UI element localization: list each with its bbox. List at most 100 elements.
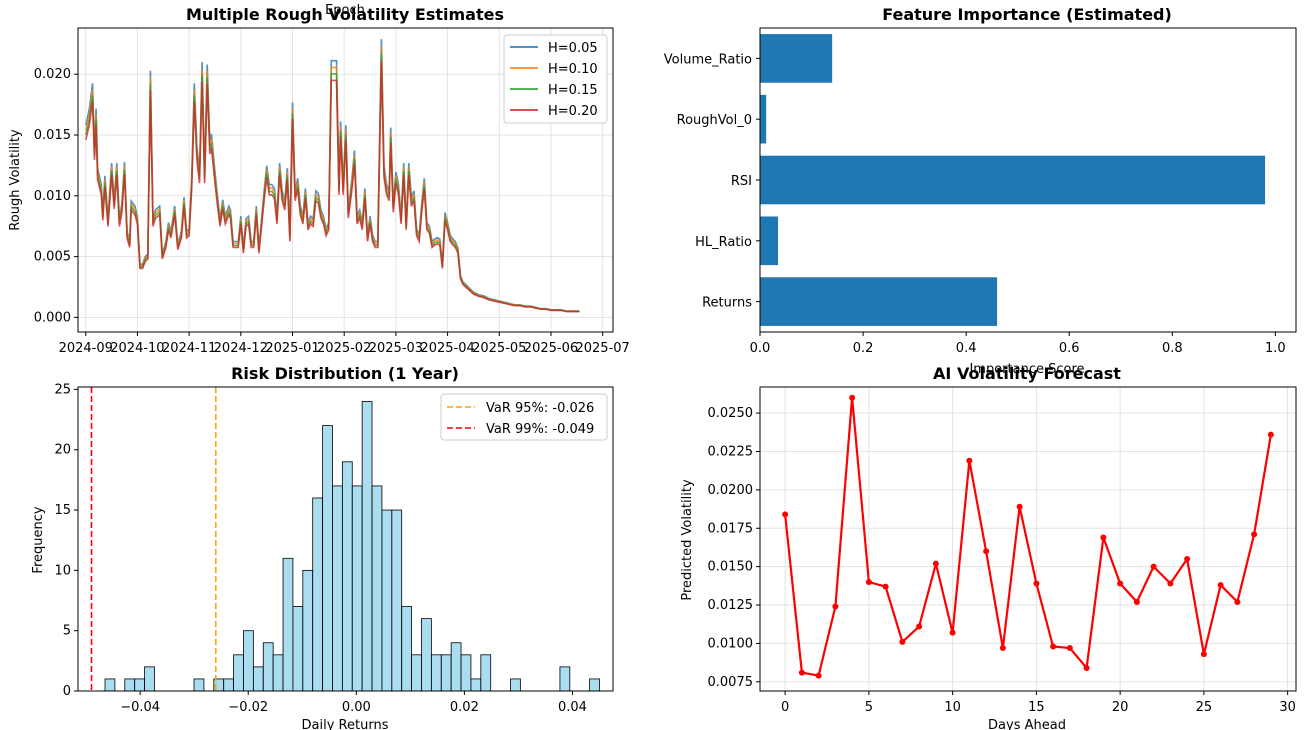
y-tick-label: 0.0200 bbox=[708, 483, 754, 498]
histogram-bar bbox=[243, 630, 254, 692]
forecast-point bbox=[832, 603, 839, 610]
forecast-point bbox=[999, 645, 1006, 652]
x-tick-label: 2025-02 bbox=[317, 341, 371, 356]
histogram-bar bbox=[371, 485, 383, 692]
rough-volatility-legend: H=0.05 H=0.10 H=0.15 H=0.20 bbox=[503, 34, 608, 124]
histogram-bar bbox=[440, 654, 452, 692]
histogram-bar bbox=[252, 666, 264, 692]
y-tick-label: 25 bbox=[54, 382, 71, 397]
volatility-forecast-ylabel: Predicted Volatility bbox=[680, 479, 695, 601]
y-tick-label: 5 bbox=[63, 624, 71, 639]
histogram-bar bbox=[470, 678, 482, 692]
forecast-point bbox=[1083, 664, 1090, 671]
forecast-point bbox=[966, 457, 973, 464]
risk-distribution-xlabel: Daily Returns bbox=[302, 718, 389, 730]
y-tick-label: 0.0075 bbox=[708, 675, 754, 690]
x-tick-label: 0.2 bbox=[853, 341, 874, 356]
forecast-point bbox=[1050, 643, 1057, 650]
histogram-bar bbox=[411, 654, 422, 692]
x-tick-label: 2025-03 bbox=[369, 341, 423, 356]
legend-box bbox=[503, 34, 608, 124]
x-tick-label: 2025-01 bbox=[265, 341, 319, 356]
x-tick-label: 0.02 bbox=[450, 700, 479, 715]
histogram-bar bbox=[381, 509, 393, 692]
x-tick-label: 2024-11 bbox=[162, 341, 216, 356]
x-tick-label: 0.4 bbox=[956, 341, 977, 356]
histogram-bar bbox=[193, 678, 205, 692]
x-tick-label: 2024-12 bbox=[214, 341, 268, 356]
y-tick-label: 0.0225 bbox=[708, 444, 754, 459]
rough-volatility-ylabel: Rough Volatility bbox=[8, 129, 23, 231]
histogram-bar bbox=[510, 678, 521, 692]
forecast-point bbox=[1234, 598, 1241, 605]
forecast-point bbox=[1100, 534, 1107, 541]
forecast-point bbox=[1251, 531, 1258, 538]
y-tick-label: 0.0125 bbox=[708, 598, 754, 613]
rough-volatility-axes-frame bbox=[77, 27, 614, 333]
forecast-point bbox=[1066, 645, 1073, 652]
x-tick-label: 5 bbox=[865, 700, 873, 715]
x-tick-label: 2024-10 bbox=[110, 341, 164, 356]
y-tick-label: 0.0250 bbox=[708, 406, 754, 421]
legend-label: H=0.15 bbox=[548, 83, 598, 98]
volatility-forecast-axes-frame bbox=[759, 386, 1297, 692]
histogram-bar bbox=[361, 401, 373, 692]
x-tick-label: 25 bbox=[1196, 700, 1213, 715]
histogram-bar bbox=[351, 485, 363, 692]
x-tick-label: −0.02 bbox=[228, 700, 268, 715]
histogram-bar bbox=[134, 678, 145, 692]
x-tick-label: 30 bbox=[1279, 700, 1296, 715]
series-line-H=0.20 bbox=[85, 60, 580, 313]
bar-RSI bbox=[760, 155, 1266, 205]
forecast-point bbox=[932, 560, 939, 567]
bar-Returns bbox=[760, 277, 998, 326]
forecast-point bbox=[1117, 580, 1124, 587]
category-label: RoughVol_0 bbox=[677, 113, 752, 128]
x-tick-label: 10 bbox=[944, 700, 961, 715]
y-tick-label: 0.0150 bbox=[708, 560, 754, 575]
legend-label: H=0.20 bbox=[548, 104, 598, 119]
x-tick-label: 2024-09 bbox=[59, 341, 113, 356]
legend-box bbox=[440, 393, 608, 441]
category-label: HL_Ratio bbox=[695, 235, 752, 250]
histogram-bar bbox=[480, 654, 492, 692]
histogram-bar bbox=[272, 654, 284, 692]
histogram-bar bbox=[460, 654, 472, 692]
category-label: Returns bbox=[702, 296, 752, 311]
x-tick-label: 2025-05 bbox=[472, 341, 526, 356]
y-tick-label: 0.0100 bbox=[708, 636, 754, 651]
histogram-bar bbox=[559, 666, 571, 692]
forecast-point bbox=[849, 394, 856, 401]
forecast-point bbox=[1016, 503, 1023, 510]
y-tick-label: 0.000 bbox=[34, 310, 71, 325]
forecast-point bbox=[815, 672, 822, 679]
x-tick-label: 20 bbox=[1112, 700, 1129, 715]
forecast-point bbox=[1033, 580, 1040, 587]
histogram-bar bbox=[421, 618, 432, 692]
y-tick-label: 0.0175 bbox=[708, 521, 754, 536]
forecast-point bbox=[949, 629, 956, 636]
risk-distribution-axes-frame bbox=[77, 386, 614, 692]
x-tick-label: 15 bbox=[1028, 700, 1045, 715]
rough-volatility-panel: 2024-092024-102024-112024-122025-012025-… bbox=[8, 3, 630, 356]
epoch-label: Epoch bbox=[325, 3, 365, 18]
histogram-bar bbox=[332, 485, 343, 692]
feature-importance-title: Feature Importance (Estimated) bbox=[882, 5, 1172, 24]
histogram-bar bbox=[450, 642, 462, 692]
histogram-bar bbox=[104, 678, 116, 692]
forecast-point bbox=[916, 623, 923, 630]
histogram-bar bbox=[124, 678, 136, 692]
feature-importance-xlabel: Importance Score bbox=[969, 362, 1084, 377]
forecast-point bbox=[1267, 431, 1274, 438]
feature-importance-panel: 0.0 0.2 0.4 0.6 0.8 1.0 Returns HL_Ratio RSI Rou… bbox=[664, 5, 1297, 377]
histogram-bar bbox=[144, 666, 155, 692]
legend-label: H=0.10 bbox=[548, 62, 598, 77]
y-tick-label: 10 bbox=[54, 563, 71, 578]
volatility-forecast-panel: 0 5 10 15 20 25 30 0.0075 0.0100 0.0125 0.0150 0.0… bbox=[680, 364, 1297, 730]
y-tick-label: 20 bbox=[54, 443, 71, 458]
x-tick-label: 0.00 bbox=[342, 700, 371, 715]
legend-label: VaR 99%: -0.049 bbox=[486, 422, 594, 437]
forecast-point bbox=[899, 638, 906, 645]
histogram-bar bbox=[391, 509, 403, 692]
